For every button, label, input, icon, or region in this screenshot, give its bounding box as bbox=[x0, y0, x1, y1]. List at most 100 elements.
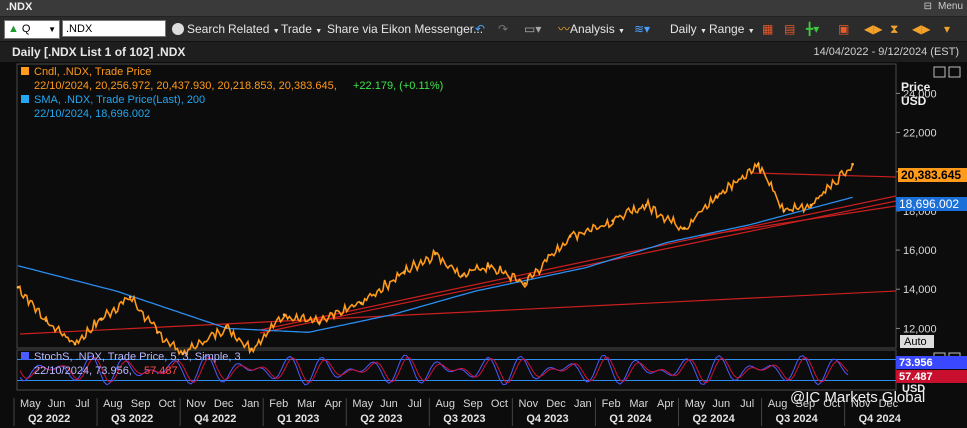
x-month-label: Jan bbox=[574, 398, 592, 410]
price-point[interactable] bbox=[809, 203, 813, 207]
price-point[interactable] bbox=[73, 342, 77, 346]
x-month-label: Nov bbox=[519, 398, 539, 410]
price-point[interactable] bbox=[99, 317, 103, 320]
x-month-label: Apr bbox=[657, 398, 674, 410]
chevron-down-icon: ▼ bbox=[48, 25, 56, 34]
price-point[interactable] bbox=[181, 352, 185, 356]
symbol-mode-label: Q bbox=[21, 23, 31, 35]
analysis-icon: 〰 bbox=[558, 22, 571, 36]
range-label: Range bbox=[709, 22, 745, 36]
x-month-label: Aug bbox=[435, 398, 455, 410]
price-point[interactable] bbox=[782, 209, 786, 213]
trendline-mid-2[interactable] bbox=[259, 200, 897, 334]
price-point[interactable] bbox=[461, 274, 464, 277]
price-point[interactable] bbox=[757, 162, 760, 166]
ric-input[interactable]: .NDX bbox=[62, 20, 166, 37]
window-title: .NDX bbox=[6, 1, 33, 13]
price-series-line[interactable] bbox=[17, 161, 854, 357]
x-month-label: Feb bbox=[602, 398, 621, 410]
price-point[interactable] bbox=[714, 195, 718, 199]
x-month-label: Jun bbox=[380, 398, 398, 410]
scroll-left-icon[interactable]: ◀▶ bbox=[864, 22, 883, 36]
related-menu[interactable]: Related ▼ bbox=[228, 20, 280, 38]
trendline-upper-support[interactable] bbox=[699, 205, 897, 237]
y-tick-label: 16,000 bbox=[903, 245, 937, 257]
current-price-value: 20,383.645 bbox=[901, 168, 961, 182]
price-point[interactable] bbox=[523, 282, 527, 285]
trendline-lower[interactable] bbox=[19, 290, 897, 335]
auto-scale-button[interactable] bbox=[900, 335, 934, 348]
price-point[interactable] bbox=[486, 264, 490, 268]
undo-icon[interactable]: ↶ bbox=[475, 22, 486, 36]
x-month-label: Jul bbox=[75, 398, 89, 410]
x-month-label: Sep bbox=[131, 398, 151, 410]
x-month-label: Jul bbox=[408, 398, 422, 410]
x-month-label: Aug bbox=[103, 398, 123, 410]
trendline-mid-1[interactable] bbox=[259, 195, 897, 331]
range-menu[interactable]: Range ▼ bbox=[709, 20, 755, 38]
line-chart-icon[interactable]: ▤ bbox=[784, 22, 796, 36]
x-month-label: Sep bbox=[796, 398, 816, 410]
chart-type-icon[interactable]: ▦ bbox=[762, 22, 774, 36]
price-point[interactable] bbox=[851, 162, 854, 166]
x-month-label: Feb bbox=[269, 398, 288, 410]
crosshair-icon[interactable]: ╋▾ bbox=[806, 22, 820, 36]
current-sma-tag bbox=[896, 197, 967, 211]
price-point[interactable] bbox=[644, 203, 648, 207]
price-point[interactable] bbox=[128, 295, 132, 299]
x-month-label: Oct bbox=[823, 398, 840, 410]
interval-menu[interactable]: Daily ▼ bbox=[670, 20, 707, 38]
analysis-label: Analysis bbox=[570, 22, 615, 36]
stoch-d-line[interactable] bbox=[19, 356, 849, 384]
x-quarter-label: Q3 2024 bbox=[776, 413, 819, 425]
folder-icon[interactable]: ▭▾ bbox=[524, 22, 542, 36]
price-point[interactable] bbox=[250, 347, 253, 351]
maximize-panel-icon[interactable] bbox=[933, 66, 946, 78]
symbol-mode-select[interactable]: ▲ Q ▼ bbox=[4, 20, 60, 39]
candle-legend-change: +22.179, (+0.11%) bbox=[353, 80, 443, 92]
wave-icon[interactable]: ≋▾ bbox=[634, 22, 651, 36]
price-point[interactable] bbox=[433, 252, 437, 256]
trendline-resistance[interactable] bbox=[751, 172, 897, 178]
x-month-label: Nov bbox=[186, 398, 206, 410]
sma-legend-values: 22/10/2024, 18,696.002 bbox=[34, 108, 150, 120]
sma-legend-title: SMA, .NDX, Trade Price(Last), 200 bbox=[34, 94, 205, 106]
trade-menu[interactable]: Trade ▼ bbox=[281, 20, 322, 38]
zoom-icon[interactable]: ▣ bbox=[838, 22, 850, 36]
price-point[interactable] bbox=[403, 270, 406, 273]
price-point[interactable] bbox=[359, 301, 363, 305]
menu-button[interactable]: Menu bbox=[937, 1, 963, 12]
x-month-label: Dec bbox=[879, 398, 899, 410]
x-month-label: Jun bbox=[712, 398, 730, 410]
price-point[interactable] bbox=[16, 285, 20, 289]
redo-icon[interactable]: ↷ bbox=[498, 22, 509, 36]
stoch-k-tag bbox=[896, 356, 967, 369]
price-point[interactable] bbox=[282, 313, 286, 317]
analysis-menu[interactable]: 〰Analysis ▼ bbox=[558, 20, 625, 38]
more-icon[interactable]: ▾ bbox=[944, 22, 951, 36]
stoch-k-value: 73.956 bbox=[899, 357, 933, 369]
price-point[interactable] bbox=[44, 319, 48, 322]
x-month-label: May bbox=[20, 398, 41, 410]
pin-icon[interactable]: ⊟ bbox=[923, 1, 932, 12]
price-point[interactable] bbox=[224, 326, 228, 329]
x-month-label: Dec bbox=[546, 398, 566, 410]
x-month-label: Jan bbox=[242, 398, 260, 410]
close-panel-icon[interactable] bbox=[948, 66, 961, 78]
axis-price-label: Price bbox=[901, 80, 931, 94]
price-point[interactable] bbox=[611, 219, 614, 222]
price-point[interactable] bbox=[318, 321, 321, 324]
price-point[interactable] bbox=[682, 227, 686, 230]
price-point[interactable] bbox=[568, 235, 572, 238]
scroll-right-icon[interactable]: ◀▶ bbox=[912, 22, 931, 36]
sma-line[interactable] bbox=[17, 196, 853, 333]
axis-currency-label: USD bbox=[901, 94, 927, 108]
current-sma-value: 18,696.002 bbox=[899, 197, 959, 211]
x-quarter-label: Q2 2024 bbox=[692, 413, 735, 425]
search-button[interactable]: Search bbox=[172, 20, 225, 38]
price-point[interactable] bbox=[156, 331, 159, 334]
share-button[interactable]: Share via Eikon Messenger... bbox=[327, 22, 484, 36]
x-quarter-label: Q2 2022 bbox=[28, 413, 70, 425]
scroll-jump-icon[interactable]: ⧗ bbox=[890, 22, 899, 36]
